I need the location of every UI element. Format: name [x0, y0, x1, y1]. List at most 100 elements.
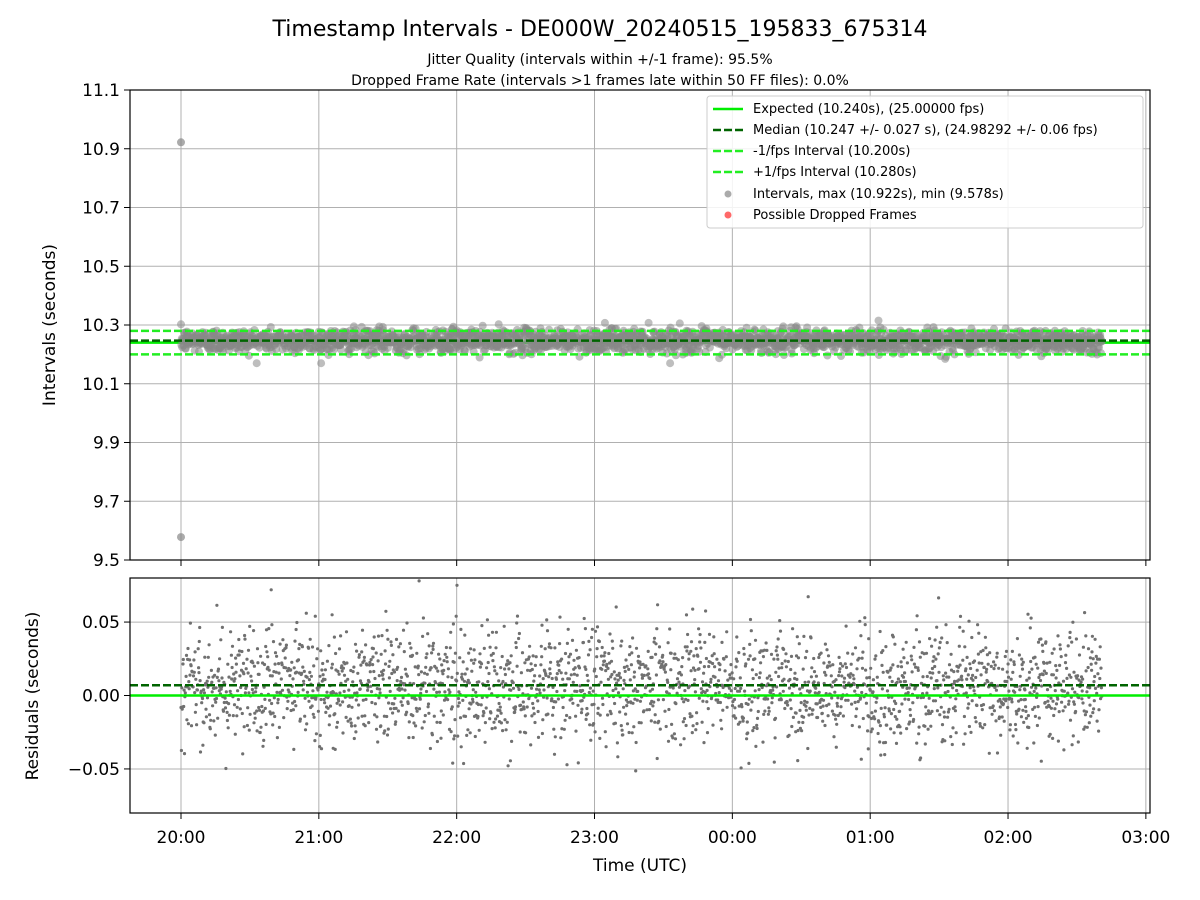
residual-point [908, 713, 913, 718]
residual-point [880, 687, 885, 691]
residual-point [523, 661, 527, 665]
residual-point [529, 743, 533, 747]
residual-point [226, 662, 230, 666]
residual-point [498, 705, 502, 709]
residual-point [358, 687, 362, 691]
residual-point [333, 712, 337, 716]
residual-point [839, 705, 843, 709]
residual-point [663, 709, 667, 713]
residual-point [396, 709, 400, 713]
residual-point [803, 680, 807, 684]
residual-point [1093, 637, 1097, 641]
residual-point [586, 712, 590, 716]
residual-point [666, 680, 670, 685]
residual-point [507, 667, 511, 671]
residual-point [853, 646, 858, 650]
residual-point [811, 708, 815, 712]
legend-label-intervals: Intervals, max (10.922s), min (9.578s) [753, 187, 1004, 202]
residual-point [685, 645, 689, 649]
residual-point [409, 646, 413, 650]
residual-point [269, 588, 273, 592]
residual-point [605, 662, 609, 666]
residual-point [905, 727, 909, 731]
residual-point [312, 664, 316, 668]
residual-point [1064, 653, 1068, 657]
residual-point [1084, 669, 1088, 673]
residual-point [572, 658, 576, 662]
residual-point [942, 710, 946, 714]
residual-point [980, 708, 984, 712]
residual-point [1088, 703, 1092, 707]
residual-point [628, 678, 632, 682]
residual-point [664, 663, 668, 667]
residual-point [315, 657, 319, 661]
residual-point [896, 664, 900, 668]
residual-point [900, 702, 904, 706]
residual-point [323, 668, 327, 672]
residual-point [1058, 663, 1062, 668]
residual-point [287, 690, 291, 694]
residual-point [824, 673, 828, 677]
residual-point [210, 680, 214, 684]
residual-point [515, 614, 520, 618]
residual-point [690, 714, 694, 718]
residual-point [262, 662, 267, 667]
residual-point [597, 639, 602, 644]
residual-point [316, 647, 320, 651]
residual-point [901, 675, 906, 679]
residual-point [835, 722, 839, 726]
residual-point [1021, 708, 1025, 712]
residual-point [443, 690, 447, 694]
residual-point [453, 734, 457, 738]
residual-point [881, 670, 885, 674]
residual-point [949, 652, 953, 656]
residual-point [325, 659, 329, 663]
residual-point [360, 650, 364, 654]
residual-point [739, 766, 743, 770]
residual-point [468, 731, 472, 735]
residual-point [251, 661, 255, 665]
interval-point [779, 322, 788, 331]
residual-point [449, 730, 453, 734]
residual-point [976, 652, 981, 656]
residual-point [339, 634, 343, 638]
x-tick-label: 21:00 [294, 828, 343, 848]
residual-point [912, 662, 917, 666]
residual-point [308, 637, 312, 641]
residual-point [291, 708, 295, 712]
residual-point [885, 723, 889, 727]
residual-point [652, 636, 657, 640]
residual-point [507, 697, 511, 701]
residual-point [617, 671, 621, 675]
residual-point [321, 673, 325, 677]
residual-point [830, 696, 834, 700]
residual-point [371, 663, 375, 667]
residual-point [438, 657, 442, 661]
residual-point [207, 675, 211, 679]
residual-point [1005, 670, 1009, 674]
residual-point [842, 676, 847, 680]
residual-point [892, 731, 896, 735]
residual-point [456, 696, 461, 701]
residuals-panel: −0.050.000.05 20:00 21:00 22:00 23:00 00:00 0… [23, 577, 1170, 876]
residual-point [882, 715, 887, 719]
residual-point [359, 663, 363, 667]
residual-point [833, 690, 837, 694]
residual-point [655, 756, 659, 761]
residual-point [1058, 643, 1062, 647]
residual-point [271, 723, 275, 727]
residual-point [1035, 723, 1039, 728]
residual-point [316, 709, 320, 713]
residual-point [1071, 734, 1075, 738]
residual-point [812, 680, 816, 684]
residual-point [473, 734, 477, 739]
residual-point [684, 613, 689, 617]
residual-point [1015, 637, 1020, 641]
residual-point [305, 722, 309, 726]
residual-point [788, 698, 792, 702]
residual-point [407, 736, 411, 740]
residual-point [749, 708, 753, 712]
residual-point [909, 654, 913, 658]
residual-point [775, 645, 779, 649]
residual-point [874, 654, 878, 658]
